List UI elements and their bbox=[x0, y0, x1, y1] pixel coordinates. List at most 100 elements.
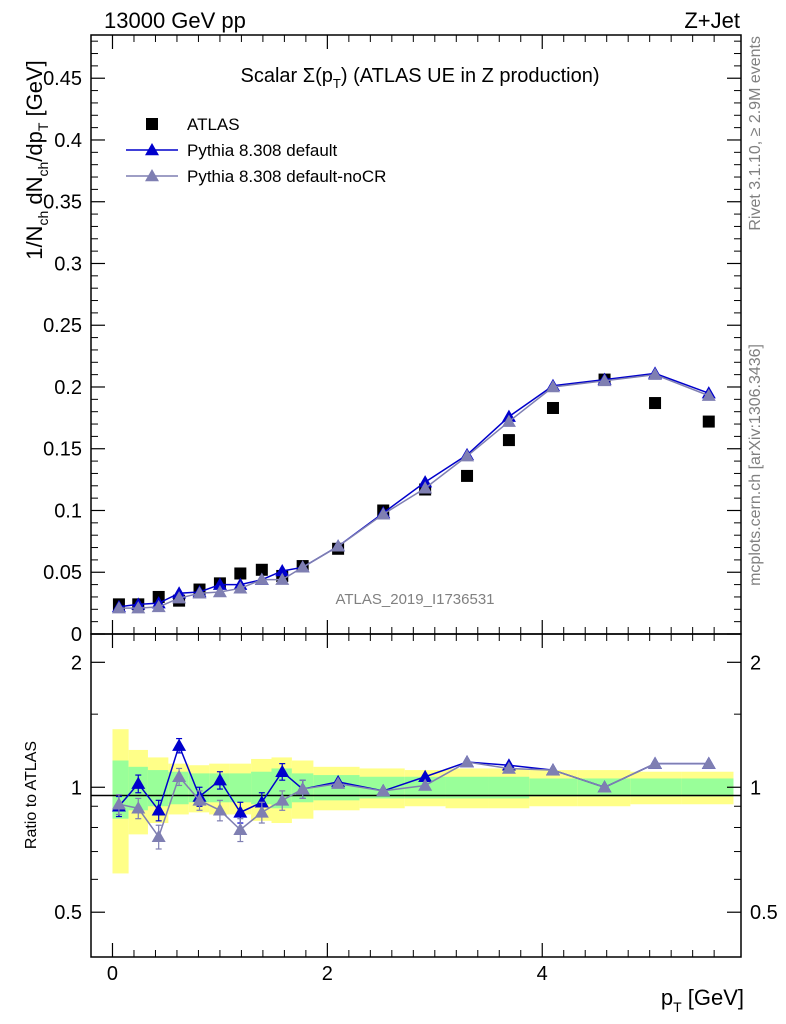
data-point bbox=[295, 560, 310, 573]
series-line bbox=[118, 373, 710, 609]
analysis-label: ATLAS_2019_I1736531 bbox=[335, 591, 494, 608]
ratio-point bbox=[597, 780, 612, 793]
ratio-point bbox=[545, 763, 560, 776]
data-point bbox=[545, 379, 560, 393]
y-axis-label: 1/Nch dNch/dpT [GeV] bbox=[22, 60, 51, 260]
y-tick-label: 0.45 bbox=[43, 68, 82, 90]
data-point bbox=[212, 577, 227, 590]
y-tick-label: 0.35 bbox=[43, 192, 82, 214]
data-point bbox=[461, 469, 474, 482]
ratio-y-tick-label-right: 2 bbox=[750, 652, 761, 674]
x-tick-label: 0 bbox=[107, 963, 118, 985]
data-point bbox=[649, 397, 662, 410]
data-point bbox=[418, 475, 433, 488]
ratio-point bbox=[418, 769, 433, 783]
ratio-point bbox=[212, 773, 227, 786]
title-suffix: ) (ATLAS UE in Z production) bbox=[341, 65, 600, 87]
y-tick-label: 0.2 bbox=[54, 377, 82, 399]
ratio-point bbox=[233, 822, 248, 836]
ratio-series-layer bbox=[111, 737, 716, 850]
data-point bbox=[418, 481, 433, 494]
y-tick-label: 0.3 bbox=[54, 253, 82, 275]
ratio-point bbox=[376, 783, 391, 797]
inner-band-segment bbox=[445, 776, 489, 799]
data-point bbox=[597, 373, 612, 387]
y-tick-label: 0.1 bbox=[54, 500, 82, 522]
y-tick-label: 0.4 bbox=[54, 130, 82, 152]
data-point bbox=[151, 599, 166, 613]
data-point bbox=[172, 591, 187, 604]
ratio-point bbox=[131, 776, 146, 789]
ratio-point bbox=[701, 756, 716, 769]
data-point bbox=[131, 601, 146, 614]
title-subscript: T bbox=[333, 76, 341, 91]
data-point bbox=[331, 539, 346, 552]
inner-band-segment bbox=[229, 773, 252, 803]
data-point bbox=[111, 601, 126, 614]
ratio-point bbox=[151, 803, 166, 816]
data-point bbox=[192, 586, 207, 599]
series-1 bbox=[111, 366, 716, 613]
inner-band-segment bbox=[630, 778, 682, 797]
ratio-point bbox=[254, 805, 269, 818]
chart-title: Scalar Σ(pT) (ATLAS UE in Z production) bbox=[241, 65, 600, 91]
series-2 bbox=[111, 367, 716, 614]
ratio-y-tick-label: 0.5 bbox=[54, 902, 82, 924]
ratio-point bbox=[111, 797, 126, 810]
ratio-y-axis-label: Ratio to ATLAS bbox=[23, 741, 40, 849]
data-point bbox=[460, 449, 475, 462]
series-0 bbox=[112, 373, 715, 611]
data-point bbox=[233, 581, 248, 594]
ratio-point bbox=[172, 769, 187, 783]
ratio-point bbox=[501, 761, 516, 774]
data-point bbox=[254, 572, 269, 585]
data-point bbox=[376, 507, 391, 520]
data-point bbox=[701, 388, 716, 401]
ratio-point bbox=[151, 829, 166, 842]
inner-band-segment bbox=[681, 778, 734, 797]
legend-marker bbox=[146, 118, 158, 130]
series-line bbox=[118, 372, 710, 608]
y-tick-label: 0.25 bbox=[43, 315, 82, 337]
ratio-point bbox=[460, 755, 475, 768]
y-tick-label: 0.15 bbox=[43, 439, 82, 461]
y-tick-label: 0.05 bbox=[43, 562, 82, 584]
x-axis-label: pT [GeV] bbox=[661, 985, 744, 1015]
data-point bbox=[234, 567, 247, 580]
process-label: Z+Jet bbox=[684, 8, 740, 33]
ratio-point bbox=[331, 776, 346, 789]
ratio-y-tick-label: 2 bbox=[71, 652, 82, 674]
legend-marker bbox=[145, 169, 159, 182]
rivet-version-label: Rivet 3.1.10, ≥ 2.9M events bbox=[747, 36, 764, 231]
data-point bbox=[275, 572, 290, 585]
mcplots-label: mcplots.cern.ch [arXiv:1306.3436] bbox=[747, 344, 764, 586]
legend-marker bbox=[145, 143, 159, 156]
ratio-point bbox=[131, 801, 146, 814]
legend: ATLAS Pythia 8.308 default Pythia 8.308 de… bbox=[126, 115, 386, 186]
ratio-y-tick-label-right: 1 bbox=[750, 777, 761, 799]
ratio-point bbox=[648, 756, 663, 769]
title-prefix: Scalar Σ(p bbox=[241, 65, 333, 87]
ratio-point bbox=[295, 782, 310, 795]
data-point bbox=[702, 415, 715, 428]
data-point bbox=[502, 434, 515, 447]
data-point bbox=[212, 585, 227, 598]
data-point bbox=[648, 367, 663, 380]
ratio-point bbox=[275, 793, 290, 806]
ratio-point bbox=[418, 778, 433, 791]
ratio-point bbox=[212, 803, 227, 816]
data-point bbox=[501, 414, 516, 427]
ratio-y-tick-label: 1 bbox=[71, 777, 82, 799]
x-tick-label: 4 bbox=[537, 963, 548, 985]
y-tick-label: 0 bbox=[71, 624, 82, 646]
legend-label: Pythia 8.308 default bbox=[187, 141, 338, 160]
axes: 0 0.05 0.1 0.15 0.2 0.25 0.3 0.35 0.4 0.45 0 2 4 0.5 0… bbox=[43, 35, 778, 985]
data-point bbox=[255, 563, 268, 576]
ratio-point bbox=[275, 764, 290, 777]
legend-label: Pythia 8.308 default-noCR bbox=[187, 167, 386, 186]
x-tick-label: 2 bbox=[322, 963, 333, 985]
ratio-series-2 bbox=[111, 755, 716, 850]
ratio-point bbox=[254, 795, 269, 808]
data-point bbox=[546, 401, 559, 414]
